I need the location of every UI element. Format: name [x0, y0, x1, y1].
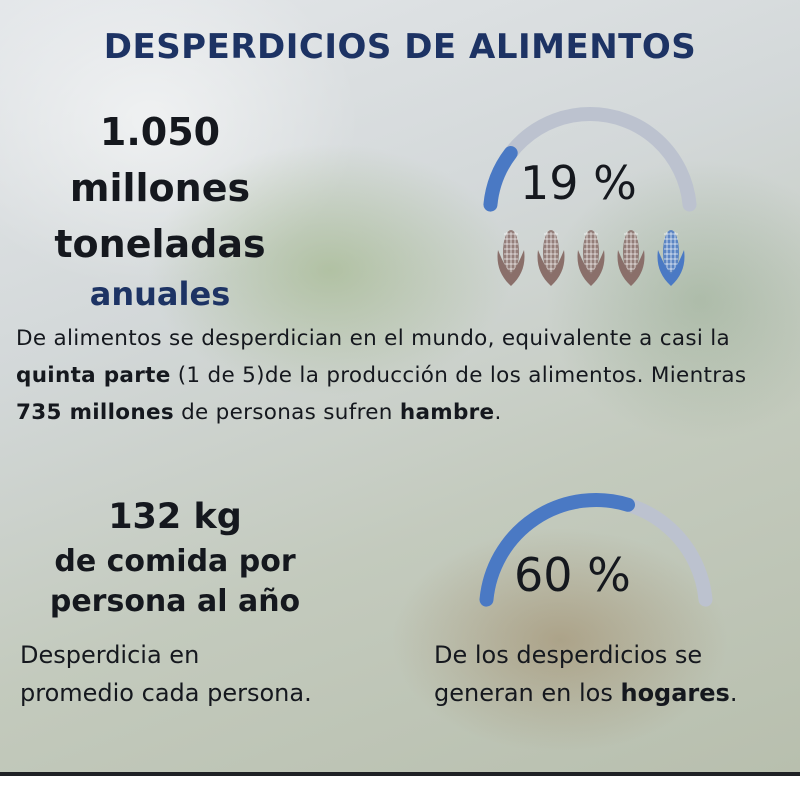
stat-tonnes-number: 1.050: [99, 110, 221, 154]
corn-icon-2: [537, 230, 565, 286]
households-bold: hogares: [620, 679, 730, 707]
paragraph-text-1: De alimentos se desperdician en el mundo…: [16, 326, 731, 351]
stat-tonnes-unit: millones: [69, 166, 251, 210]
corn-icon-3: [577, 230, 605, 286]
stat-kg-description: Desperdicia en promedio cada persona.: [20, 641, 312, 707]
stat-kg-line3: persona al año: [49, 584, 301, 619]
gauge-19-label: 19 %: [520, 156, 637, 210]
corn-icon-1: [497, 230, 525, 286]
gauge-60-label: 60 %: [514, 548, 631, 602]
gauge2-fill: [479, 493, 636, 607]
paragraph-text-2: (1 de 5)de la producción de los alimento…: [170, 363, 747, 388]
corn-icon-4: [617, 230, 645, 286]
households-text-2: .: [729, 679, 738, 707]
gauge-19-percent: [483, 107, 697, 212]
stat-kg: 132 kg de comida por persona al año: [20, 492, 330, 622]
bottom-border: [0, 772, 800, 776]
paragraph-bold-quinta-parte: quinta parte: [16, 363, 171, 388]
gauge-60-percent: [479, 493, 713, 607]
households-text-1: De los desperdicios se generan en los: [434, 641, 703, 707]
gauge1-fill: [483, 146, 518, 212]
stat-tonnes-period: anuales: [89, 275, 231, 313]
infographic-poster: DESPERDICIOS DE ALIMENTOS 1.050 millones…: [0, 0, 800, 772]
main-paragraph: De alimentos se desperdician en el mundo…: [16, 320, 796, 431]
paragraph-text-4: .: [494, 400, 502, 425]
stat-tonnes: 1.050 millones toneladas anuales: [20, 104, 300, 316]
page-title: DESPERDICIOS DE ALIMENTOS: [103, 27, 697, 67]
stat-kg-number: 132 kg: [108, 497, 242, 537]
households-description: De los desperdicios se generan en los ho…: [434, 636, 774, 712]
corn-icon-5: [657, 230, 685, 286]
stat-kg-line2: de comida por: [54, 544, 296, 579]
corn-icons-row: [494, 226, 694, 290]
paragraph-text-3: de personas sufren: [173, 400, 400, 425]
paragraph-bold-hambre: hambre: [399, 400, 495, 425]
stat-tonnes-unit2: toneladas: [54, 222, 266, 266]
paragraph-bold-735-millones: 735 millones: [16, 400, 174, 425]
